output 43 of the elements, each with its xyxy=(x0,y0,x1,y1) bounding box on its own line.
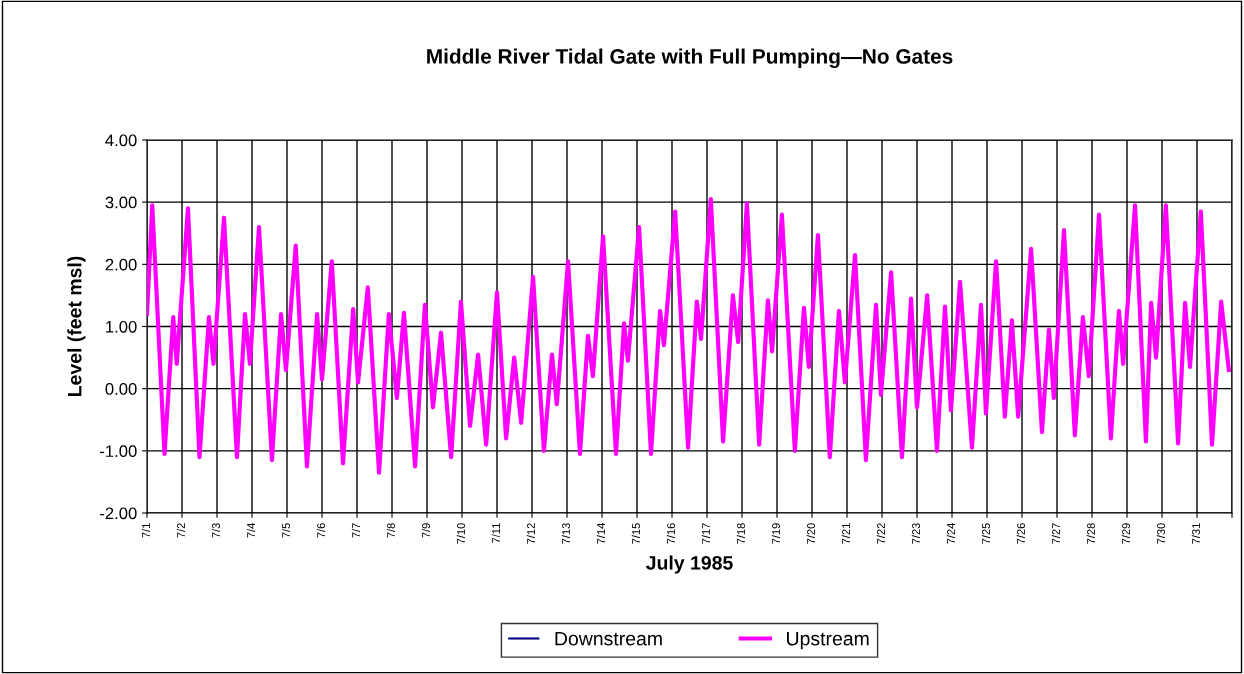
x-tick-label: 7/29 xyxy=(1121,523,1130,544)
x-tick-label: 7/17 xyxy=(701,523,710,544)
x-tick-label: 7/25 xyxy=(981,523,990,544)
x-tick-label: 7/3 xyxy=(211,523,220,538)
x-tick-label: 7/8 xyxy=(386,523,395,538)
x-tick-label: 7/16 xyxy=(666,523,675,544)
y-tick-label: 2.00 xyxy=(105,258,137,271)
x-tick-label: 7/6 xyxy=(316,523,325,538)
x-tick-label: 7/22 xyxy=(876,523,885,544)
x-axis-title: July 1985 xyxy=(646,555,733,574)
x-tick-label: 7/31 xyxy=(1191,523,1200,544)
y-tick-label: 4.00 xyxy=(105,134,137,147)
x-tick-label: 7/28 xyxy=(1086,523,1095,544)
x-tick-label: 7/9 xyxy=(421,523,430,538)
x-tick-label: 7/18 xyxy=(736,523,745,544)
legend-label: Downstream xyxy=(555,631,662,646)
x-tick-label: 7/13 xyxy=(561,523,570,544)
x-tick-label: 7/5 xyxy=(281,523,290,538)
x-tick-label: 7/7 xyxy=(351,523,360,538)
x-tick-label: 7/2 xyxy=(176,523,185,538)
x-tick-label: 7/15 xyxy=(631,523,640,544)
x-tick-label: 7/11 xyxy=(491,523,500,543)
x-tick-label: 7/26 xyxy=(1016,523,1025,544)
y-tick-label: 1.00 xyxy=(106,320,137,333)
legend-label: Upstream xyxy=(787,631,869,650)
y-tick-label: 0.00 xyxy=(105,383,137,395)
y-tick-label: -1.00 xyxy=(100,445,137,458)
x-tick-label: 7/12 xyxy=(526,523,535,544)
x-tick-label: 7/20 xyxy=(806,523,815,544)
x-tick-label: 7/4 xyxy=(246,523,255,538)
x-tick-label: 7/19 xyxy=(771,523,780,544)
x-tick-label: 7/24 xyxy=(946,523,955,544)
y-tick-label: -2.00 xyxy=(100,507,137,520)
x-tick-label: 7/23 xyxy=(911,523,920,544)
x-tick-label: 7/21 xyxy=(841,523,850,544)
y-axis-title: Level (feet msl) xyxy=(67,256,86,396)
chart-title: Middle River Tidal Gate with Full Pumping—No Gates xyxy=(427,48,953,69)
y-tick-label: 3.00 xyxy=(105,196,137,209)
x-tick-label: 7/14 xyxy=(596,523,605,544)
x-tick-label: 7/27 xyxy=(1051,523,1060,544)
x-tick-label: 7/1 xyxy=(141,523,150,538)
x-tick-label: 7/10 xyxy=(456,523,465,544)
x-tick-label: 7/30 xyxy=(1156,523,1165,544)
